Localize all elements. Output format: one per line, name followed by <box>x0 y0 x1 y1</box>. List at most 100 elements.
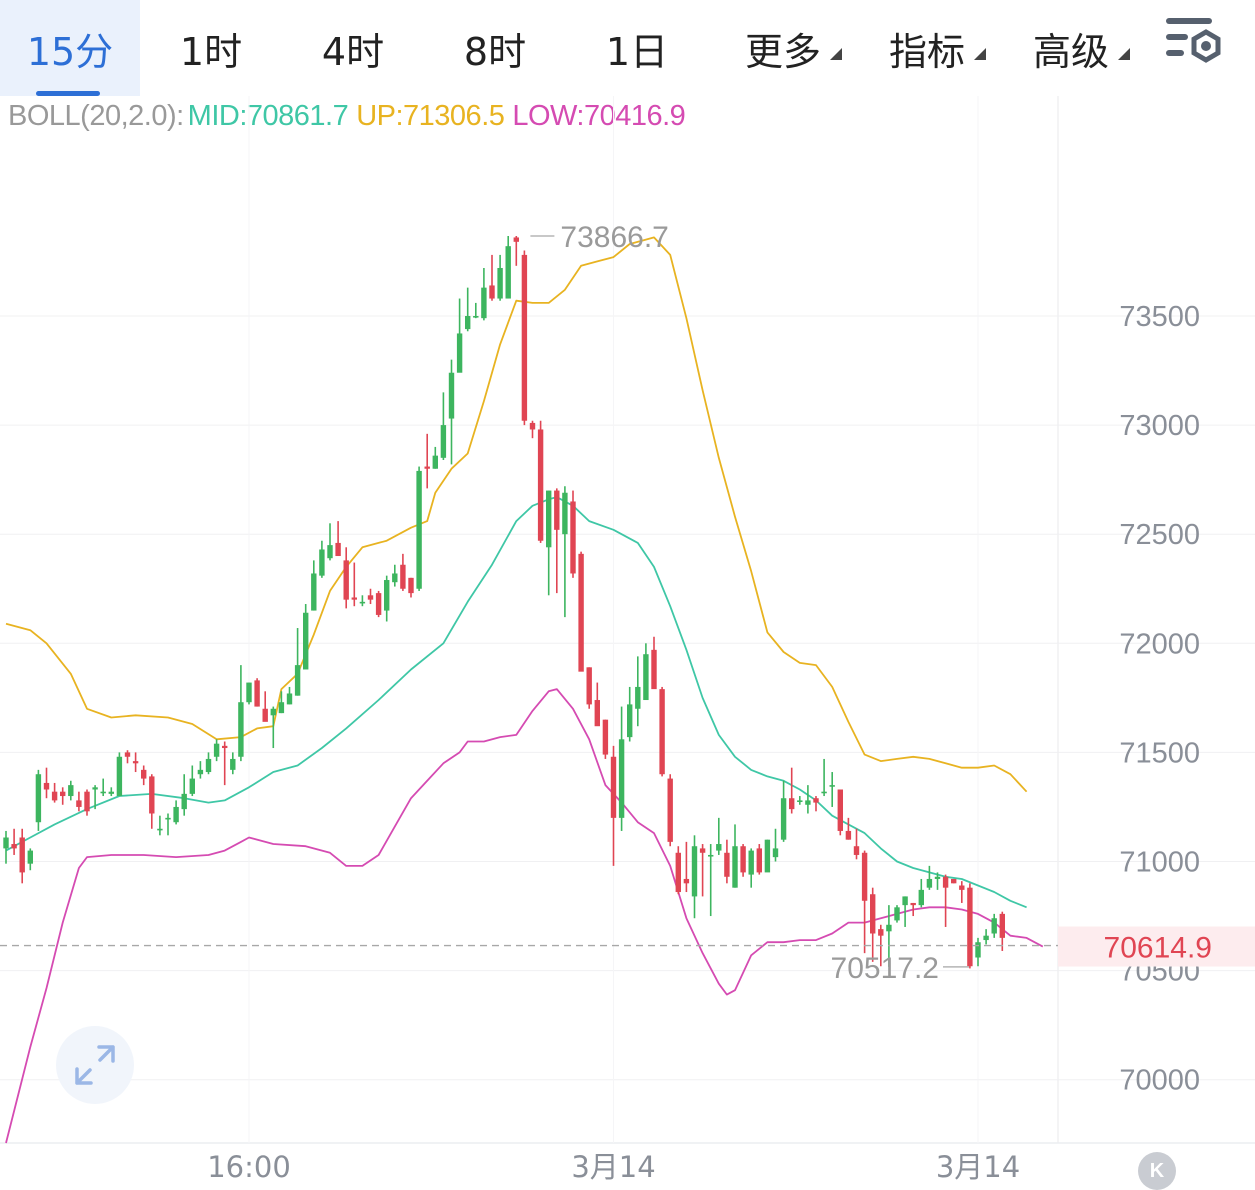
candle-body <box>92 787 98 790</box>
candle-body <box>68 785 74 797</box>
candle-body <box>149 776 155 814</box>
candle-body <box>886 924 892 932</box>
boll-mid-value: MID:70861.7 <box>187 100 349 132</box>
low-marker-label: 70517.2 <box>831 952 939 985</box>
candle-down <box>375 590 382 618</box>
candle-down <box>513 235 519 266</box>
candle-body <box>683 878 690 884</box>
candle-down <box>813 796 819 812</box>
candle-down <box>853 828 860 860</box>
timeframe-tabbar: 15分 1时 4时 8时 1日 更多 指标 高级 <box>0 0 1255 96</box>
candle-body <box>375 593 382 615</box>
candle-down <box>861 850 868 954</box>
candle-up <box>983 929 989 945</box>
tab-1day[interactable]: 1日 <box>566 0 708 96</box>
candle-body <box>440 425 447 458</box>
candle-up <box>456 298 463 373</box>
candle-body <box>60 791 66 797</box>
expand-arrows-icon[interactable] <box>56 1026 134 1104</box>
candle-down <box>367 588 374 605</box>
candle-up <box>416 466 422 591</box>
k-button[interactable]: K <box>1138 1152 1176 1190</box>
boll-indicator-legend: BOLL(20,2.0): MID:70861.7 UP:71306.5 LOW:70… <box>8 100 693 133</box>
y-tick-label: 73500 <box>1119 301 1200 333</box>
candle-body <box>497 267 503 299</box>
candle-down <box>141 765 147 786</box>
candle-body <box>222 745 228 749</box>
y-tick-label: 70000 <box>1119 1065 1200 1097</box>
candle-body <box>367 595 374 600</box>
candle-up <box>189 765 195 797</box>
candle-down <box>651 636 657 690</box>
candle-body <box>635 686 641 709</box>
candle-up <box>546 490 552 596</box>
candle-body <box>424 466 430 469</box>
candle-body <box>870 894 876 934</box>
candle-up <box>205 752 212 775</box>
candle-body <box>100 791 106 794</box>
candle-body <box>772 848 779 858</box>
candle-body <box>84 791 90 812</box>
candle-body <box>76 800 82 807</box>
tab-indicators[interactable]: 指标 <box>860 0 994 96</box>
candle-down <box>132 752 139 773</box>
candle-up <box>165 813 171 836</box>
candle-up <box>764 839 771 873</box>
candle-down <box>222 741 228 786</box>
candle-up <box>246 682 252 705</box>
candle-body <box>294 665 301 696</box>
candle-body <box>991 918 997 934</box>
candle-body <box>586 667 592 705</box>
y-tick-label: 72000 <box>1119 628 1200 660</box>
candle-up <box>691 835 698 919</box>
tab-more[interactable]: 更多 <box>716 0 850 96</box>
candle-body <box>335 542 341 557</box>
candle-body <box>967 887 973 967</box>
candle-body <box>918 889 924 906</box>
candle-body <box>173 806 179 823</box>
candle-body <box>384 580 390 611</box>
candle-down <box>910 902 916 917</box>
candle-down <box>942 874 949 927</box>
candle-down <box>586 667 592 709</box>
candle-body <box>951 878 957 884</box>
candle-up <box>797 796 803 805</box>
candle-body <box>246 682 252 703</box>
candle-down <box>400 553 406 591</box>
candle-body <box>392 573 398 583</box>
x-tick-label: 3月14 <box>571 1150 655 1184</box>
candle-body <box>578 553 584 672</box>
candle-up <box>327 523 333 561</box>
candle-down <box>999 911 1005 951</box>
tab-label: 15分 <box>26 29 114 74</box>
candle-up <box>3 830 9 864</box>
candle-body <box>651 649 657 690</box>
candle-body <box>529 422 536 430</box>
tab-1hour[interactable]: 1时 <box>140 0 282 96</box>
tab-advanced[interactable]: 高级 <box>1004 0 1138 96</box>
candle-down <box>149 774 155 829</box>
tab-4hour[interactable]: 4时 <box>282 0 424 96</box>
candle-body <box>602 719 609 755</box>
candle-down <box>262 691 268 722</box>
candle-up <box>359 595 366 607</box>
candle-down <box>124 750 131 764</box>
candle-body <box>853 846 860 855</box>
candle-down <box>19 828 25 884</box>
candle-body <box>643 654 649 701</box>
candle-body <box>11 844 17 849</box>
candle-body <box>35 774 42 823</box>
candle-body <box>610 756 617 818</box>
chart-settings-icon[interactable] <box>1160 14 1226 74</box>
k-button-label: K <box>1149 1159 1165 1182</box>
tab-15min[interactable]: 15分 <box>0 0 140 96</box>
candle-up <box>440 392 447 461</box>
tab-label: 8时 <box>463 29 527 74</box>
candle-body <box>465 316 471 330</box>
tab-8hour[interactable]: 8时 <box>424 0 566 96</box>
candle-body <box>205 758 212 773</box>
candle-up <box>829 772 835 807</box>
candlestick-chart[interactable]: 7350073000725007200071500710007050070000… <box>0 96 1255 1185</box>
boll-lower-line <box>5 688 1044 1144</box>
